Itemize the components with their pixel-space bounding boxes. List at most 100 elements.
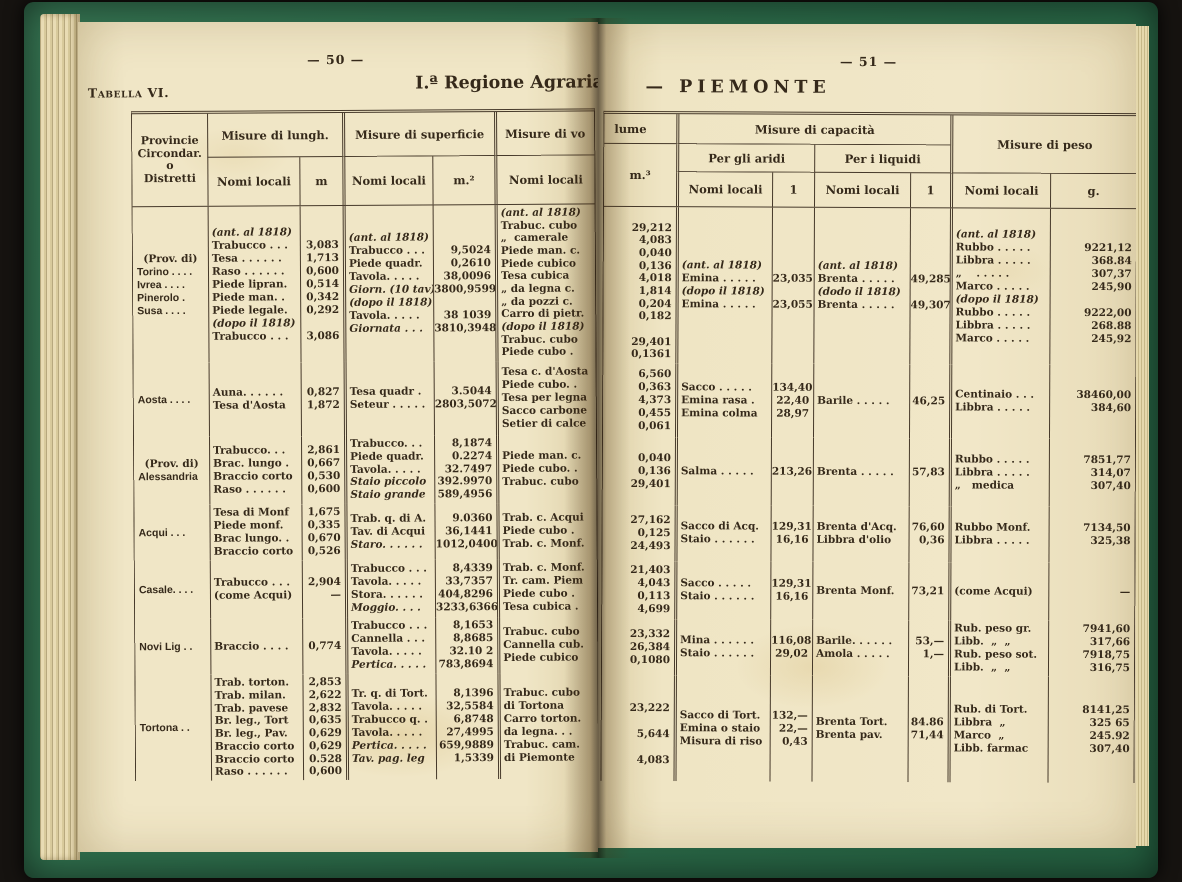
province-cell: Acqui . . . — [134, 505, 209, 561]
measure-value: 0,204 — [638, 297, 672, 310]
weight-names: (come Acqui) — [948, 562, 1049, 621]
measure-value: 23,055 — [772, 298, 813, 311]
measure-value: 9,5024 — [450, 244, 491, 257]
measure-name: Trab. c. Monf. — [502, 561, 585, 574]
aridi-values: 134,40 22,40 28,97 — [770, 363, 814, 438]
measure-value: 268.88 — [1091, 319, 1132, 332]
province-group-row: Acqui . . . Tesa di Monf Piede monf. Brac l… — [134, 502, 597, 561]
measure-name: Piede cubico — [500, 257, 576, 270]
measure-value: 7918,75 — [1082, 648, 1131, 662]
weight-values: 8141,25 325 65 245.92 307,40 — [1047, 676, 1134, 784]
measure-value: 0,136 — [637, 464, 671, 477]
aridi-names: Sacco . . . . . Emina rasa . Emina colma — [674, 363, 772, 438]
measure-value: 134,40 — [772, 381, 813, 394]
measure-value: 0,292 — [306, 303, 340, 316]
measure-value: 49,285 — [910, 273, 950, 286]
measure-name: Libbra . . . . . — [954, 534, 1030, 547]
aridi-names: Salma . . . . . — [674, 437, 771, 506]
measure-name: Raso . . . . . . — [215, 765, 288, 779]
measure-value: 392.9970 — [437, 475, 493, 488]
measure-name: Staio . . . . . . — [680, 590, 755, 603]
measure-name: Sacco di Tort. — [679, 708, 761, 722]
measure-name: Mina . . . . . . — [680, 634, 755, 647]
measure-value: 6,560 — [638, 367, 672, 380]
aridi-names: Sacco di Acq. Staio . . . . . . — [674, 505, 771, 562]
measure-value: 0,182 — [638, 310, 672, 323]
province-cell: Tortona . . — [135, 675, 211, 781]
measure-name: Rubbo Monf. — [954, 521, 1031, 534]
measure-name: Trabucco . . . — [350, 562, 427, 575]
volume-unit-header: m.³ — [629, 167, 651, 183]
measure-name: Staio piccolo — [350, 475, 427, 489]
province-group-row: 27,162 0,125 24,493 Sacco di Acq. Staio . . … — [602, 505, 1135, 564]
measure-value: 29,401 — [630, 477, 671, 490]
measure-value — [604, 209, 676, 222]
weight-group-header: Misure di peso — [950, 115, 1136, 175]
measure-name: Braccio . . . . — [214, 639, 289, 653]
measure-value: 32.10 2 — [449, 645, 494, 658]
measure-name: (dopo il 1818) — [681, 285, 765, 298]
measure-name: (dopo il 1818) — [501, 320, 585, 334]
measure-value — [602, 741, 674, 754]
aridi-unit-header: 1 — [772, 172, 815, 207]
measure-value: 8,1396 — [453, 687, 494, 700]
length-values: 0,827 1,872 — [300, 361, 344, 437]
measure-value: 0,040 — [638, 246, 672, 260]
surface-names: Trabucco . . . Cannella . . . Tavola. . . … — [345, 617, 436, 674]
weight-values: 7941,60 317,66 7918,75 316,75 — [1047, 620, 1135, 678]
province-label: Casale. . . . — [138, 583, 194, 596]
aridi-names: Mina . . . . . . Staio . . . . . . — [673, 619, 771, 676]
measure-name: Tavola. . . . . — [351, 726, 423, 739]
volume-names: Trab. c. Monf. Tr. cam. Piem Piede cubo .T… — [496, 558, 598, 618]
measure-value: 53,— — [915, 635, 945, 648]
measure-value: 245.92 — [1089, 729, 1130, 743]
measure-name: Braccio corto — [213, 545, 294, 558]
measure-name: Brenta pav. — [815, 728, 883, 742]
measure-value: 27,4995 — [446, 726, 494, 739]
measure-name: Trabuc. cubo — [502, 475, 579, 488]
measure-name: Br. leg., Pav. — [214, 727, 288, 740]
measure-value: 2,832 — [308, 701, 342, 714]
measure-value: 3.5044 — [451, 385, 492, 398]
measure-name: (ant. al 1818) — [817, 259, 898, 273]
measure-name: Libbra . . . . . — [955, 401, 1031, 414]
measure-value: 245,90 — [1091, 280, 1132, 293]
measure-value: 73,21 — [911, 584, 945, 597]
measure-name: Brenta Monf. — [816, 584, 895, 597]
province-header-line: o — [166, 158, 174, 173]
measure-value: 7851,77 — [1083, 453, 1131, 466]
measure-name: Piede monf. — [213, 519, 284, 532]
measure-name: Tesa cubica . — [503, 600, 579, 613]
measure-name: Tavola. . . . . — [348, 270, 420, 283]
measure-value: — — [330, 588, 342, 602]
measure-name: Cannella cub. — [503, 638, 584, 651]
measure-value: 4,018 — [638, 272, 672, 285]
measure-value: 589,4956 — [437, 488, 493, 501]
measure-value: 1,— — [922, 648, 945, 661]
page-edges-left — [40, 14, 80, 860]
measure-name: Rub. di Tort. — [953, 703, 1028, 716]
surface-names: (ant. al 1818) Trabucco . . . Piede quadr.… — [342, 205, 434, 362]
measure-name: Cannella . . . — [351, 632, 426, 645]
volume-names: Trabuc. cubo Cannella cub. Piede cubico — [497, 616, 598, 674]
measure-name: Staio grande — [350, 488, 426, 502]
measure-value: 6,8748 — [453, 713, 494, 726]
measure-value: 0,774 — [308, 639, 342, 652]
measure-name: Trabucco . . . — [213, 576, 291, 589]
weight-values: — — [1048, 562, 1135, 622]
weight-names: Rubbo Monf. Libbra . . . . . — [948, 506, 1049, 563]
measure-name: Piede man. c. — [500, 244, 581, 257]
measure-value: 0.2274 — [451, 449, 493, 463]
measures-table-left: Provincie Circondar. o Distretti Misure … — [131, 108, 598, 782]
measure-value: 384,60 — [1090, 401, 1132, 415]
measure-name: (come Acqui) — [954, 584, 1033, 598]
measure-name: Trabuc. cubo — [500, 219, 578, 232]
measure-name: Barile. . . . . . — [816, 634, 893, 648]
measure-value: 0,1080 — [629, 653, 671, 666]
measure-name: Trabucco. . . — [213, 444, 286, 457]
measure-value: 23,035 — [772, 272, 813, 285]
measure-name: Trab. pavese — [214, 701, 289, 715]
measure-name: Libbra . . . . . — [955, 253, 1031, 267]
measure-value: 32,5584 — [446, 700, 494, 713]
measure-name: Braccio corto — [214, 752, 295, 766]
